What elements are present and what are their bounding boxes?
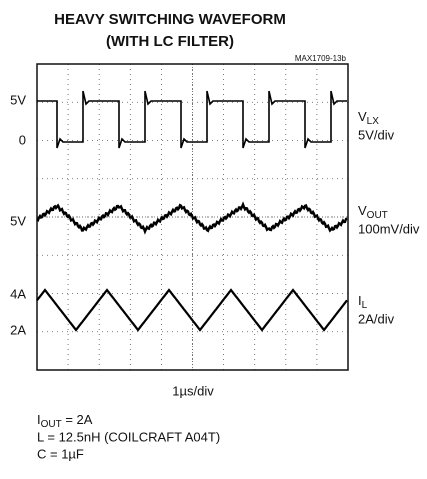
title: (WITH LC FILTER): [106, 33, 234, 50]
note: IOUT = 2A: [37, 412, 93, 429]
scope-screen: [36, 63, 349, 371]
level-label: 4A: [10, 286, 26, 301]
channel-scale: 100mV/div: [358, 221, 420, 236]
channel-scale: 5V/div: [358, 127, 395, 142]
waveform-vlx: [37, 90, 347, 149]
channel-name: IL: [358, 293, 368, 310]
note: C = 1µF: [37, 446, 84, 461]
level-label: 2A: [10, 322, 26, 337]
time-scale: 1µs/div: [172, 383, 214, 398]
waveform-vout: [36, 201, 348, 235]
channel-name: VOUT: [358, 203, 388, 220]
level-label: 5V: [10, 213, 26, 228]
screen-border: [36, 63, 349, 371]
title: HEAVY SWITCHING WAVEFORM: [54, 11, 286, 28]
level-label: 0: [19, 132, 26, 147]
figure-id: MAX1709-13b: [295, 54, 347, 63]
note: L = 12.5nH (COILCRAFT A04T): [37, 429, 220, 444]
channel-name: VLX: [358, 109, 379, 126]
level-label: 5V: [10, 92, 26, 107]
waveform-il: [36, 288, 348, 332]
channel-scale: 2A/div: [358, 311, 395, 326]
